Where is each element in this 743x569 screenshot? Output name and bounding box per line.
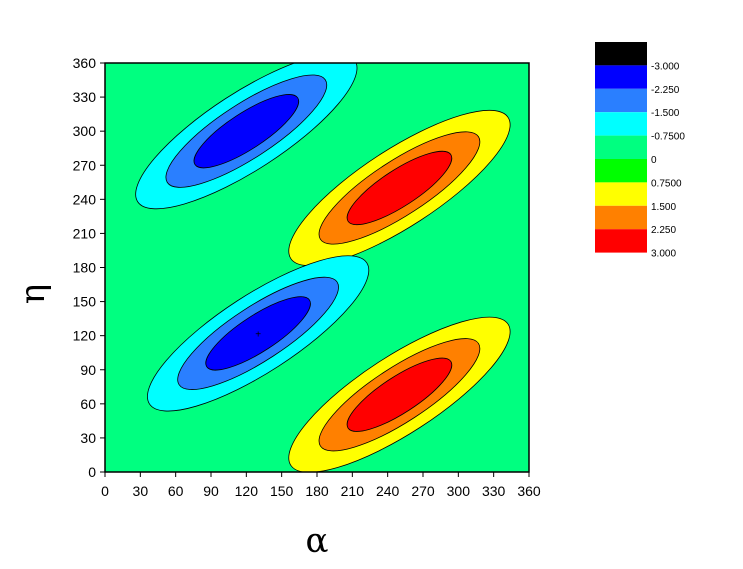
colorbar-label: -1.500 — [651, 108, 680, 119]
colorbar-label: -3.000 — [651, 61, 680, 72]
contour-bands: + — [135, 63, 511, 472]
y-tick-label: 120 — [73, 328, 97, 344]
x-axis-label: α — [306, 521, 329, 561]
x-tick-label: 120 — [235, 483, 259, 499]
y-tick-label: 150 — [73, 294, 97, 310]
x-tick-label: 90 — [203, 483, 219, 499]
y-tick-label: 30 — [80, 430, 96, 446]
y-tick-label: 360 — [73, 55, 97, 71]
y-tick-label: 270 — [73, 157, 97, 173]
y-tick-label: 330 — [73, 89, 97, 105]
x-tick-label: 240 — [376, 483, 400, 499]
y-tick-label: 60 — [80, 396, 96, 412]
contour-band-min-0-2 — [193, 94, 300, 169]
x-tick-label: 360 — [517, 483, 541, 499]
colorbar-swatch — [595, 135, 647, 159]
colorbar-label: 3.000 — [651, 249, 676, 260]
extremum-marker: + — [255, 329, 261, 340]
x-tick-label: 30 — [133, 483, 149, 499]
x-tick-label: 300 — [447, 483, 471, 499]
axis-ticks: 0 30 60 90 120 150 180 210 240 270 300 330 360 0 30 60 9… — [73, 55, 541, 499]
y-tick-label: 90 — [80, 362, 96, 378]
x-tick-label: 180 — [305, 483, 329, 499]
colorbar-swatch — [595, 182, 647, 206]
colorbar-swatch — [595, 65, 647, 89]
y-tick-label: 210 — [73, 225, 97, 241]
x-tick-label: 330 — [482, 483, 506, 499]
colorbar-label: 0.7500 — [651, 178, 682, 189]
colorbar-label: 1.500 — [651, 202, 676, 213]
colorbar-swatch — [595, 159, 647, 183]
x-tick-label: 150 — [270, 483, 294, 499]
colorbar-label: 2.250 — [651, 225, 676, 236]
contour-band-max-3-2 — [346, 357, 453, 432]
contour-band-min-2-2 — [205, 296, 311, 371]
y-tick-label: 240 — [73, 191, 97, 207]
y-axis-label: η — [13, 284, 53, 304]
x-tick-label: 0 — [101, 483, 109, 499]
contour-band-max-1-2 — [346, 150, 453, 226]
colorbar-label: 0 — [651, 155, 657, 166]
colorbar-swatch — [595, 88, 647, 113]
colorbar-swatch — [595, 112, 647, 136]
colorbar-swatch — [595, 42, 647, 66]
x-tick-label: 60 — [168, 483, 184, 499]
x-tick-label: 210 — [341, 483, 365, 499]
y-tick-label: 180 — [73, 260, 97, 276]
y-tick-label: 300 — [73, 123, 97, 139]
x-tick-label: 270 — [411, 483, 435, 499]
colorbar: -3.000 -2.250 -1.500 -0.7500 0 0.7500 1.500 2.2… — [595, 42, 685, 260]
colorbar-swatch — [595, 229, 647, 253]
colorbar-label: -0.7500 — [651, 132, 685, 143]
colorbar-swatch — [595, 205, 647, 230]
colorbar-label: -2.250 — [651, 85, 680, 96]
y-tick-label: 0 — [88, 464, 96, 480]
